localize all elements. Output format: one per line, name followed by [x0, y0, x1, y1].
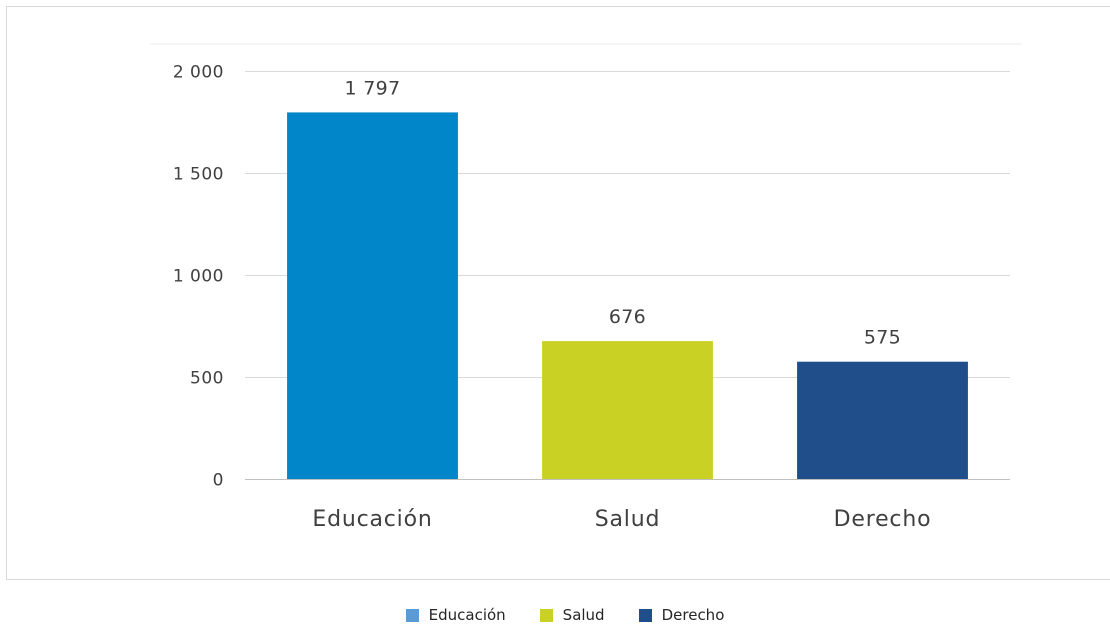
y-tick-label: 2 000 — [173, 63, 224, 83]
bar-0 — [287, 112, 458, 480]
bars — [287, 112, 968, 480]
legend-swatch-derecho — [638, 608, 652, 622]
legend-label-educacion: Educación — [428, 606, 506, 624]
data-label: 1 797 — [345, 77, 401, 99]
y-tick-label: 1 000 — [173, 267, 224, 287]
legend-item-educacion: Educación — [405, 606, 506, 624]
bar-2 — [797, 361, 968, 479]
legend-item-derecho: Derecho — [638, 606, 725, 624]
bar-1 — [542, 341, 713, 479]
legend-label-derecho: Derecho — [661, 606, 725, 624]
data-label: 676 — [609, 306, 646, 328]
y-axis-tick-labels: 0 500 1 000 1 500 2 000 — [173, 63, 224, 491]
y-tick-label: 1 500 — [173, 165, 224, 185]
x-category-label: Educación — [312, 507, 432, 532]
data-labels: 1 797 676 575 — [345, 77, 901, 349]
x-category-label: Derecho — [834, 507, 932, 532]
x-category-label: Salud — [595, 507, 660, 532]
legend-swatch-educacion — [405, 608, 419, 622]
y-tick-label: 500 — [190, 369, 224, 389]
legend-swatch-salud — [539, 608, 553, 622]
x-axis-category-labels: Educación Salud Derecho — [312, 507, 932, 532]
legend: Educación Salud Derecho — [10, 603, 1110, 627]
y-tick-label: 0 — [213, 471, 224, 491]
data-label: 575 — [864, 327, 901, 349]
legend-item-salud: Salud — [539, 606, 605, 624]
legend-label-salud: Salud — [562, 606, 605, 624]
chart-frame — [6, 6, 1110, 580]
